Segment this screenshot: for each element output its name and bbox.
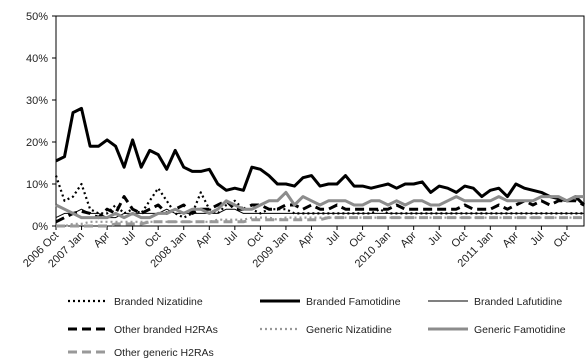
x-tick-label: Oct [551,230,572,251]
x-tick-label: Jul [426,230,444,248]
x-tick-label: Jul [528,230,546,248]
x-tick-label: Jul [324,230,342,248]
x-tick-label: Apr [296,229,317,250]
series-line-generic-famotidine [55,190,584,220]
x-tick-label: Oct [347,230,368,251]
x-tick-label: Jul [222,230,240,248]
series-line-branded-famotidine [55,106,586,207]
legend-label: Generic Famotidine [474,324,566,336]
y-tick-label: 20% [26,137,48,149]
y-axis: 0% 10% 20% 30% 40% 50% [26,11,56,233]
x-tick-label: Apr [92,229,113,250]
legend-label: Generic Nizatidine [306,324,392,336]
plot-frame [55,15,585,227]
legend-label: Branded Famotidine [306,296,401,308]
legend-label: Other generic H2RAs [114,347,214,359]
y-tick-label: 40% [26,53,48,65]
x-tick-label: Apr [500,229,521,250]
y-tick-label: 10% [26,179,48,191]
series-lines [54,106,586,228]
x-tick-label: Apr [398,229,419,250]
y-tick-label: 50% [26,11,48,23]
series-line-other-branded-h2ras [55,195,585,224]
legend-label: Other branded H2RAs [114,324,218,336]
legend-label: Branded Lafutidine [474,296,562,308]
x-tick-label: Oct [143,230,164,251]
legend-label: Branded Nizatidine [114,296,203,308]
x-tick-label: Oct [449,230,470,251]
y-tick-label: 0% [32,221,48,233]
series-line-other-generic-h2ras [56,216,584,228]
x-tick-label: Oct [245,230,266,251]
x-tick-label: Apr [194,229,215,250]
y-tick-label: 30% [26,95,48,107]
x-tick-label: Jul [119,230,137,248]
legend: Branded Nizatidine Branded Famotidine Bran… [68,296,566,359]
